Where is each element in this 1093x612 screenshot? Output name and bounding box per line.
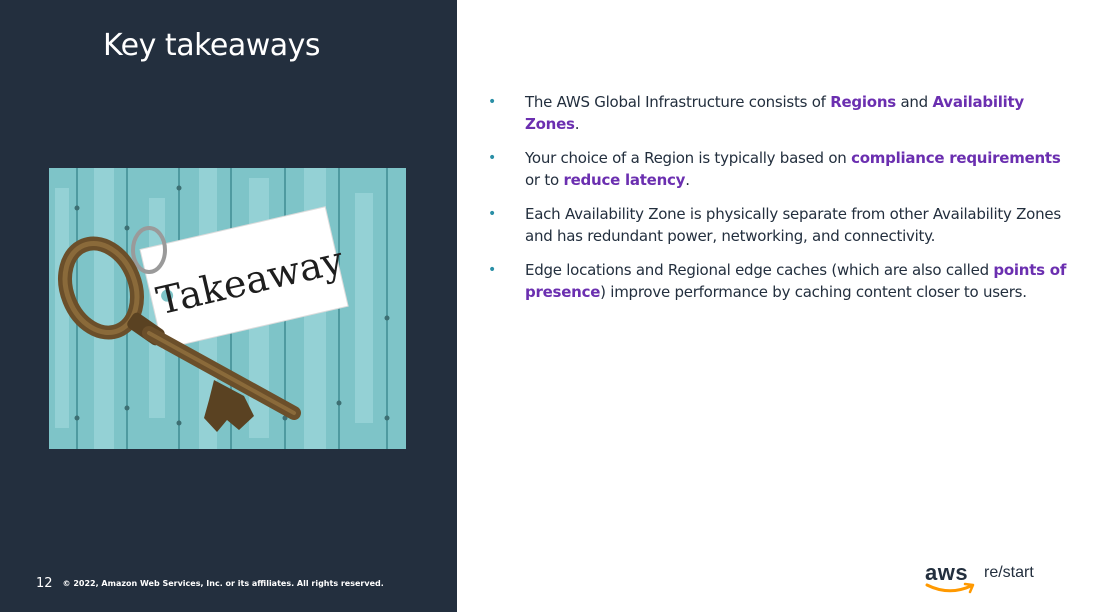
bullet-dot-icon: • bbox=[488, 94, 497, 110]
bullet-item: • The AWS Global Infrastructure consists… bbox=[488, 91, 1078, 135]
page-number: 12 bbox=[36, 576, 53, 591]
bullet-dot-icon: • bbox=[488, 206, 497, 222]
highlight-term: reduce latency bbox=[563, 171, 686, 189]
footer: 12 © 2022, Amazon Web Services, Inc. or … bbox=[36, 576, 384, 591]
bullet-item: • Your choice of a Region is typically b… bbox=[488, 147, 1078, 191]
bullet-text: The AWS Global Infrastructure consists o… bbox=[525, 93, 1024, 133]
copyright-notice: © 2022, Amazon Web Services, Inc. or its… bbox=[62, 579, 384, 588]
bullet-dot-icon: • bbox=[488, 262, 497, 278]
bullet-dot-icon: • bbox=[488, 150, 497, 166]
takeaway-key-image: Takeaway bbox=[49, 168, 406, 449]
logo-product: re/start bbox=[984, 564, 1034, 581]
highlight-term: points of presence bbox=[525, 261, 1067, 301]
takeaway-bullets: • The AWS Global Infrastructure consists… bbox=[488, 91, 1078, 315]
highlight-term: Regions bbox=[830, 93, 896, 111]
slide-title: Key takeaways bbox=[103, 28, 321, 63]
highlight-term: Availability Zones bbox=[525, 93, 1024, 133]
bullet-item: • Each Availability Zone is physically s… bbox=[488, 203, 1078, 247]
aws-smile-icon bbox=[925, 582, 975, 594]
bullet-text: Your choice of a Region is typically bas… bbox=[525, 149, 1061, 189]
left-panel: Key takeaways bbox=[0, 0, 457, 612]
bullet-text: Edge locations and Regional edge caches … bbox=[525, 261, 1067, 301]
aws-restart-logo: aws re/start bbox=[925, 560, 1045, 598]
logo-brand: aws bbox=[925, 560, 969, 585]
bullet-item: • Edge locations and Regional edge cache… bbox=[488, 259, 1078, 303]
highlight-term: compliance requirements bbox=[851, 149, 1061, 167]
bullet-text: Each Availability Zone is physically sep… bbox=[525, 205, 1061, 245]
